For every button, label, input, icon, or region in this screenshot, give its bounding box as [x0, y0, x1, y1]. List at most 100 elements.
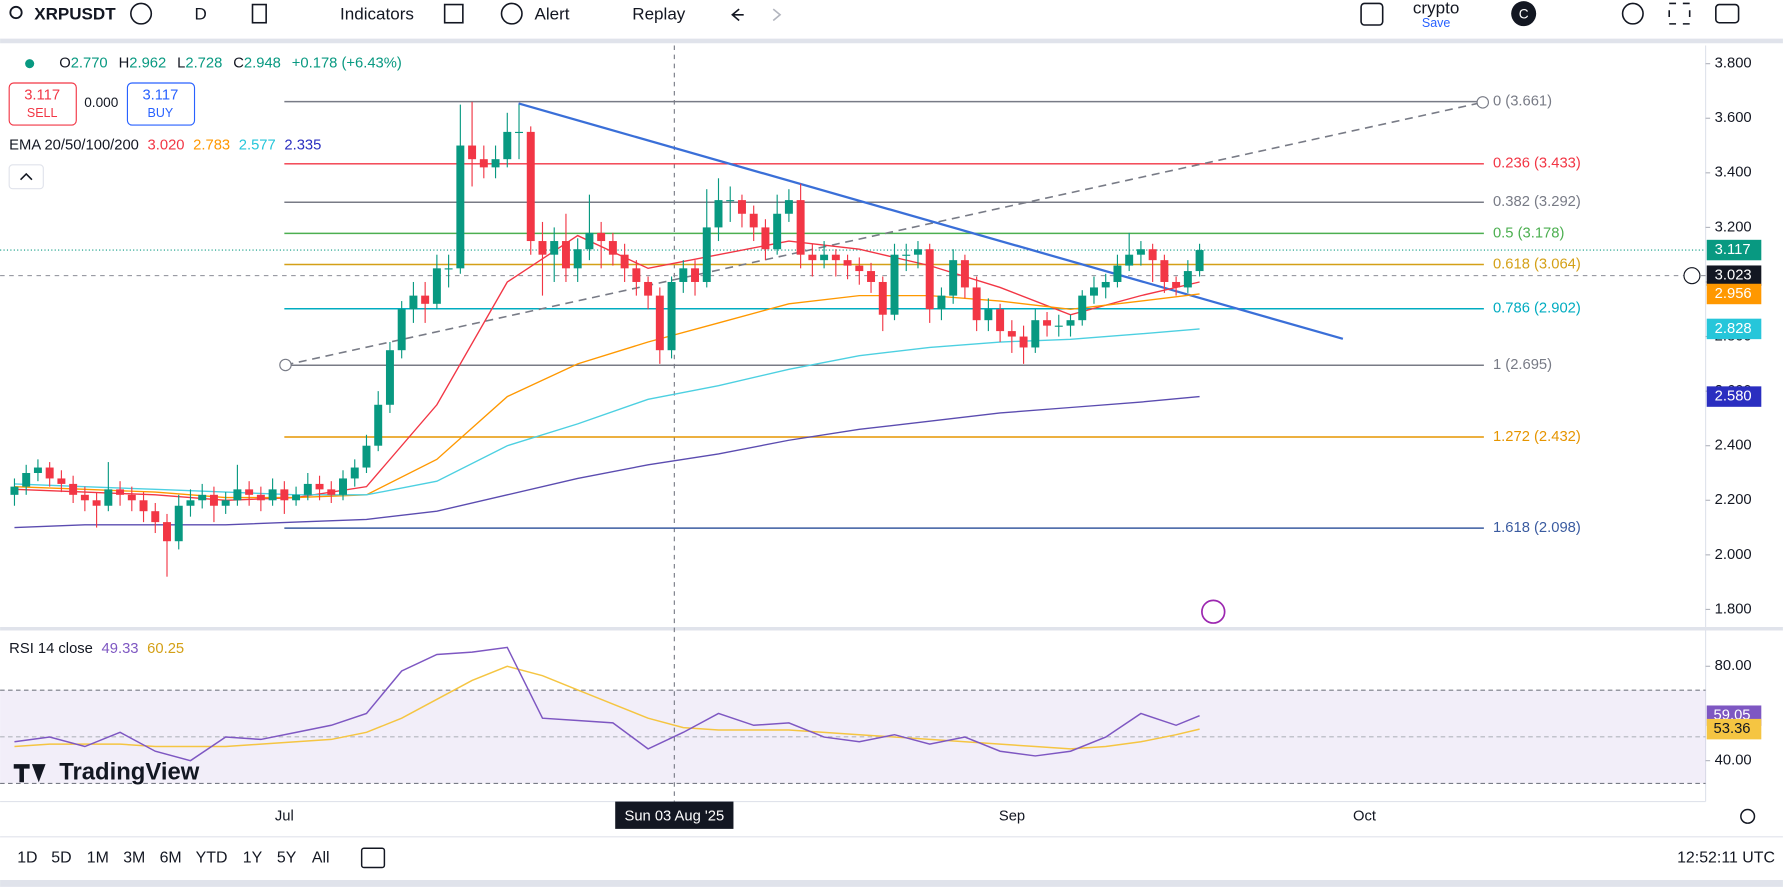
fullscreen[interactable]: [1668, 2, 1691, 25]
indicators[interactable]: Indicators: [340, 4, 414, 23]
settings[interactable]: [1621, 2, 1644, 25]
price-badge: [1706, 386, 1762, 407]
candle-body: [597, 232, 606, 242]
candle-body: [350, 467, 359, 479]
fib-label: 0.5 (3.178): [1493, 225, 1564, 241]
legend: O2.770 H2.962 L2.728 C2.948 +0.178 (+6.4…: [8, 56, 402, 190]
candle-body: [1007, 331, 1016, 337]
market-status: [25, 59, 35, 69]
candle-body: [268, 489, 277, 501]
ema-value: 2.577: [239, 137, 276, 153]
avatar-letter[interactable]: C: [1519, 6, 1529, 21]
symbol[interactable]: XRPUSDT: [34, 4, 116, 23]
candle-body: [292, 494, 301, 501]
candle-body: [127, 494, 136, 501]
date-range[interactable]: [360, 847, 386, 869]
candle-body: [116, 489, 125, 495]
range-button[interactable]: 1D: [17, 850, 37, 867]
fib-label: 1.618 (2.098): [1493, 520, 1581, 536]
avatar[interactable]: [1511, 1, 1537, 27]
buy-button[interactable]: [126, 82, 196, 126]
range-button[interactable]: 5Y: [277, 850, 297, 867]
range-button[interactable]: 3M: [123, 850, 145, 867]
o-value: 2.770: [71, 56, 108, 72]
range-button[interactable]: YTD: [196, 850, 228, 867]
candle-body: [538, 241, 547, 255]
undo[interactable]: [731, 8, 744, 22]
candle-body: [104, 489, 113, 506]
rsi-tick-label: 40.00: [1715, 753, 1752, 769]
y-tick-label: 1.800: [1715, 601, 1752, 617]
candle-body: [409, 295, 418, 310]
replay[interactable]: Replay: [632, 4, 686, 23]
snapshot[interactable]: [1715, 3, 1740, 24]
templates[interactable]: [443, 3, 464, 24]
price-badge-label: 2.956: [1715, 286, 1752, 302]
alert-icon[interactable]: [500, 2, 523, 25]
range-button[interactable]: All: [312, 850, 330, 867]
rsi-line: [14, 646, 1200, 762]
range-button[interactable]: 6M: [160, 850, 182, 867]
candle-body: [655, 295, 664, 351]
collapse-icon: [19, 172, 33, 181]
x-tick-label: Sep: [999, 808, 1025, 824]
save[interactable]: Save: [1422, 16, 1451, 30]
candle-body: [937, 295, 946, 310]
l-value: 2.728: [185, 56, 222, 72]
candle-body: [503, 131, 512, 160]
redo[interactable]: [772, 8, 782, 22]
l-label: L: [177, 56, 185, 72]
toolbar: XRPUSDT D Indicators Alert Replay crypto…: [0, 0, 1783, 44]
add-symbol[interactable]: [130, 2, 153, 25]
interval[interactable]: D: [195, 4, 207, 23]
range-button[interactable]: 1Y: [243, 850, 263, 867]
candle-body: [1125, 254, 1134, 266]
candle-body: [362, 445, 371, 468]
price-badge-label: 3.117: [1715, 242, 1751, 258]
buy-label[interactable]: BUY: [148, 106, 174, 120]
y-tick-label: 3.200: [1715, 219, 1752, 235]
y-tick-label: 2.200: [1715, 492, 1752, 508]
candle-body: [913, 249, 922, 255]
candle-body: [1043, 320, 1052, 326]
ema-value: 3.020: [148, 137, 185, 153]
rsi-badge-label: 53.36: [1714, 721, 1751, 737]
alert[interactable]: Alert: [534, 4, 569, 23]
fib-label: 0.786 (2.902): [1493, 301, 1581, 317]
candle-body: [315, 483, 324, 490]
candle-body: [960, 260, 969, 288]
sell-price[interactable]: 3.117: [24, 87, 60, 103]
candle-body: [691, 268, 700, 282]
collapse-button[interactable]: [8, 164, 44, 190]
candle-body: [491, 159, 500, 168]
candle-body: [632, 268, 641, 282]
candle-body: [444, 268, 453, 270]
crosshair-label-box: [615, 801, 734, 829]
layout-name[interactable]: crypto: [1413, 0, 1459, 18]
search-icon[interactable]: [9, 5, 23, 20]
candle-body: [198, 494, 207, 501]
candle-body: [925, 249, 934, 310]
candle-body: [796, 200, 805, 255]
range-button[interactable]: 5D: [51, 850, 71, 867]
layout-icon[interactable]: [1360, 2, 1384, 26]
buy-price[interactable]: 3.117: [142, 87, 178, 103]
ema-value: 2.783: [193, 137, 230, 153]
candle-body: [69, 483, 78, 495]
candle-body: [1054, 325, 1063, 327]
candle-body: [620, 254, 629, 269]
candle-body: [45, 467, 54, 479]
trendline: [518, 102, 1344, 340]
candle-body: [1101, 281, 1110, 288]
sell-button[interactable]: [8, 82, 77, 126]
sell-label[interactable]: SELL: [27, 106, 58, 120]
candle-body: [221, 500, 230, 506]
candle-body: [468, 145, 477, 160]
range-button[interactable]: 1M: [87, 850, 109, 867]
chart-type[interactable]: [251, 3, 267, 24]
ema-name: EMA 20/50/100/200: [9, 137, 139, 153]
logo-icon: [13, 764, 46, 783]
candle-body: [303, 483, 312, 495]
